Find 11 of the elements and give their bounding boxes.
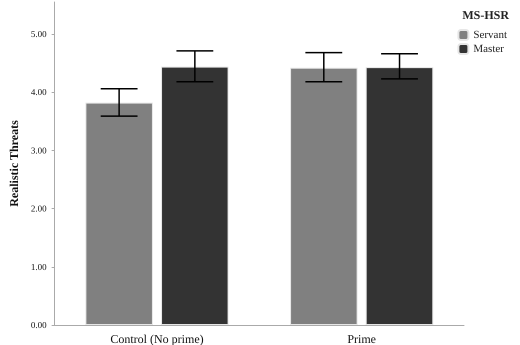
x-tick-label: Prime bbox=[347, 332, 376, 345]
legend-label: Master bbox=[473, 43, 504, 55]
y-tick-label: 0.00 bbox=[30, 320, 48, 330]
y-tick-label: 1.00 bbox=[30, 262, 48, 272]
legend-label: Servant bbox=[473, 29, 508, 41]
y-axis-title: Realistic Threats bbox=[7, 120, 21, 207]
y-tick-label: 2.00 bbox=[30, 204, 48, 214]
y-tick-label: 4.00 bbox=[30, 87, 48, 98]
legend-title: MS-HSR bbox=[462, 8, 510, 22]
y-tick-label: 5.00 bbox=[30, 29, 48, 40]
y-tick-label: 3.00 bbox=[30, 145, 48, 156]
